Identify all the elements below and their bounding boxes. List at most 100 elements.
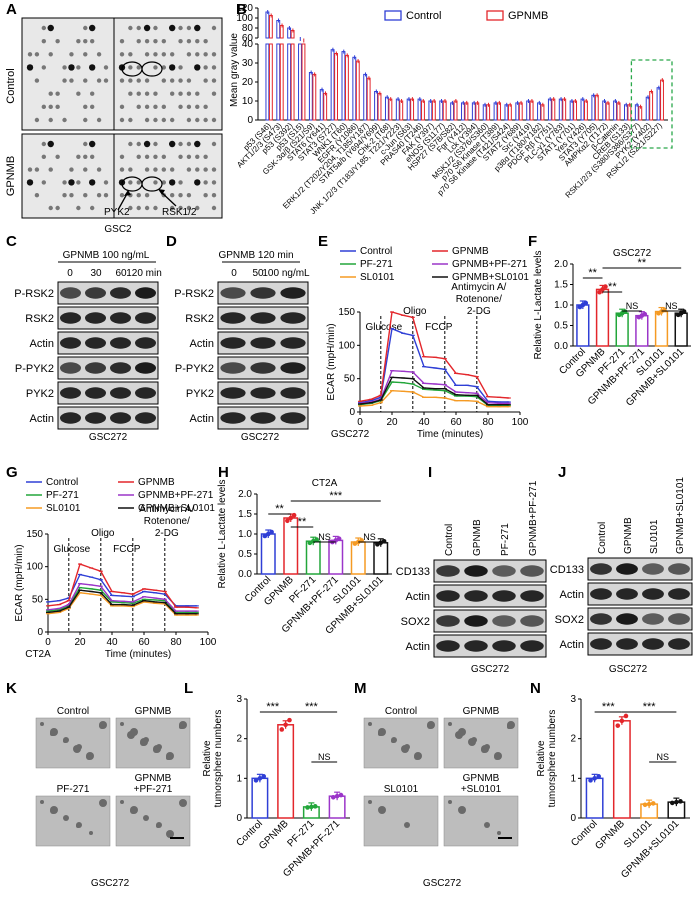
axis-ylabel: tumorsphere numbers <box>213 710 224 808</box>
array-dot <box>41 104 47 110</box>
array-dot <box>34 52 40 57</box>
tumorsphere <box>99 723 105 729</box>
array-dot <box>186 117 192 123</box>
blot-band <box>668 613 690 625</box>
blot-band <box>110 337 131 349</box>
bar <box>576 304 590 347</box>
blot-label: Actin <box>190 338 214 350</box>
bar <box>287 43 292 121</box>
blot-band <box>135 387 156 399</box>
blot-band <box>85 312 106 324</box>
bar <box>260 533 276 575</box>
bar <box>627 104 632 121</box>
blot-band <box>616 588 638 600</box>
panel-e-chart: 0 50 100 150 0 20 40 60 80 100 Time (minutes) ECAR … <box>326 246 529 440</box>
bar <box>660 79 664 121</box>
array-dot <box>34 117 40 123</box>
blot-strip <box>57 356 159 380</box>
data-point <box>262 533 268 539</box>
panel-f-chart: 0.0 0.5 1.0 1.5 2.0 GSC272 Relative L-Lactate … <box>533 248 691 409</box>
array-dot <box>47 24 54 32</box>
panel-d-treatment: GPNMB 120 min <box>218 250 293 261</box>
bar <box>319 89 324 121</box>
micrograph <box>35 795 111 847</box>
array-dot <box>144 91 150 96</box>
blot-band <box>436 590 460 602</box>
legend-label: GPNMB <box>508 10 548 22</box>
injection-label: Glucose <box>365 322 402 333</box>
blot-band <box>642 588 664 600</box>
array-dot <box>211 65 217 70</box>
array-dot <box>203 167 208 172</box>
significance-label: NS <box>626 301 639 311</box>
blot-band <box>280 287 306 299</box>
data-point <box>287 717 292 723</box>
injection-label: 2-DG <box>155 528 179 539</box>
blot-band <box>520 590 544 602</box>
blot-label: P-PYK2 <box>15 363 54 375</box>
array-dot <box>168 179 176 186</box>
array-dot <box>203 180 208 185</box>
array-dot <box>161 154 167 159</box>
array-dot <box>178 180 183 185</box>
array-dot <box>55 38 60 44</box>
tumorsphere <box>120 722 124 726</box>
array-dot <box>128 141 133 147</box>
bar <box>529 100 534 121</box>
bar <box>602 100 607 121</box>
bar <box>323 92 328 121</box>
bar <box>674 312 688 347</box>
array-dot <box>143 140 151 148</box>
blot-band <box>464 640 488 652</box>
tick-label: 2.0 <box>238 489 252 500</box>
bar <box>421 100 425 121</box>
array-dot <box>41 65 47 70</box>
bar <box>515 102 520 121</box>
data-point <box>583 300 589 306</box>
legend-label: PF-271 <box>360 259 393 270</box>
tick-label: 100 <box>338 340 355 351</box>
array-dot <box>89 154 95 159</box>
array-dot <box>136 180 141 185</box>
arrow-label-rsk: RSK1/2 <box>162 207 197 218</box>
injection-label: Oligo <box>91 528 115 539</box>
tumorsphere <box>179 725 183 729</box>
data-point <box>261 774 267 779</box>
blot-band <box>492 590 516 602</box>
tumorsphere <box>86 754 92 760</box>
bar <box>569 100 574 121</box>
tick-label: 80 <box>482 417 494 428</box>
array-dot <box>194 179 201 186</box>
array-dot <box>136 104 141 110</box>
tumorsphere <box>391 739 395 743</box>
data-point <box>288 515 294 521</box>
bar <box>355 60 360 121</box>
array-dot <box>119 104 125 110</box>
array-dot <box>119 167 125 172</box>
array-dot <box>48 117 53 123</box>
bar <box>363 73 368 121</box>
array-dot <box>211 180 217 185</box>
array-dot <box>203 78 208 83</box>
tumorsphere <box>368 722 372 726</box>
blot-strip <box>57 281 159 305</box>
bar <box>290 43 295 121</box>
blot-band <box>464 590 488 602</box>
data-point <box>381 538 387 544</box>
bar <box>497 102 501 121</box>
array-dot <box>76 205 81 211</box>
data-point <box>269 529 274 535</box>
bar <box>442 100 447 121</box>
array-dot <box>161 167 167 172</box>
legend-label: SL0101 <box>46 503 81 514</box>
panel-letter-b: B <box>236 1 247 18</box>
significance-label: NS <box>656 752 669 762</box>
bar <box>374 91 378 121</box>
panel-letter-d: D <box>166 233 177 250</box>
array-dot <box>26 179 34 186</box>
array-dot <box>203 193 208 198</box>
injection-label: Antimycin A/ <box>451 282 506 293</box>
